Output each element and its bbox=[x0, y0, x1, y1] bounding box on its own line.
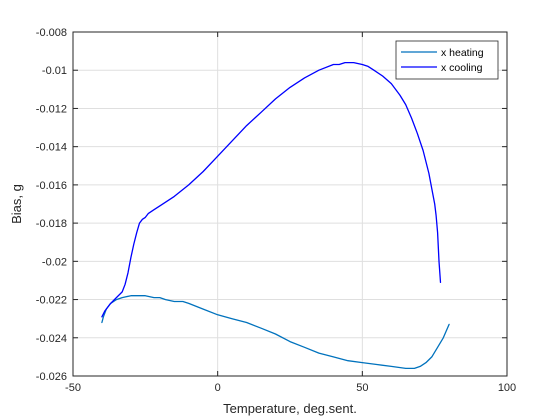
y-tick-label: -0.014 bbox=[36, 142, 67, 154]
x-tick-label: 50 bbox=[356, 382, 368, 394]
y-tick-label: -0.008 bbox=[36, 27, 67, 39]
y-tick-label: -0.016 bbox=[36, 180, 67, 192]
plot-area bbox=[73, 32, 507, 376]
y-tick-label: -0.024 bbox=[36, 333, 67, 345]
y-tick-label: -0.01 bbox=[42, 65, 67, 77]
y-tick-label: -0.018 bbox=[36, 218, 67, 230]
x-tick-label: -50 bbox=[65, 382, 81, 394]
legend: x heating x cooling bbox=[395, 40, 499, 80]
legend-label-x-cooling: x cooling bbox=[441, 62, 483, 74]
y-axis-label: Bias, g bbox=[9, 184, 24, 224]
y-tick-label: -0.02 bbox=[42, 256, 67, 268]
x-tick-label: 100 bbox=[498, 382, 516, 394]
y-tick-label: -0.026 bbox=[36, 371, 67, 383]
x-tick-label: 0 bbox=[215, 382, 221, 394]
y-tick-label: -0.022 bbox=[36, 295, 67, 307]
x-axis-label: Temperature, deg.sent. bbox=[223, 401, 357, 416]
legend-label-x-heating: x heating bbox=[441, 47, 484, 59]
series-line-x-cooling bbox=[101, 61, 442, 318]
y-tick-label: -0.012 bbox=[36, 103, 67, 115]
series-line-x-heating bbox=[101, 295, 450, 370]
axes-box bbox=[72, 31, 508, 377]
legend-box bbox=[395, 40, 499, 80]
